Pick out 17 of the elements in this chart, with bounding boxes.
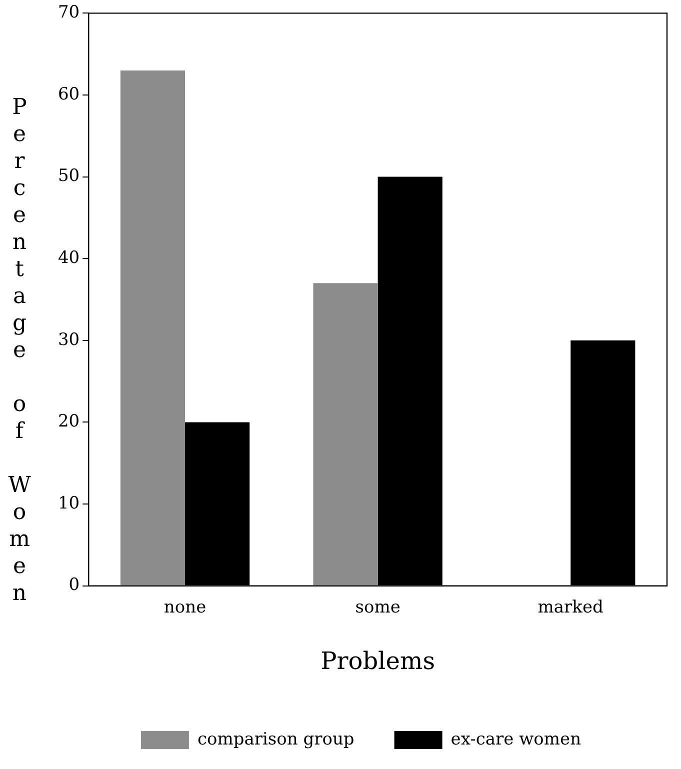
legend-label: ex-care women [450, 729, 582, 750]
y-tick-label: 40 [58, 248, 80, 268]
y-tick-label: 30 [58, 330, 80, 350]
y-tick-label: 70 [58, 2, 80, 23]
y-tick-label: 20 [58, 412, 80, 432]
x-tick-label: some [355, 597, 400, 618]
y-tick-label: 10 [58, 493, 80, 514]
y-tick-label: 0 [68, 575, 80, 596]
legend-label: comparison group [197, 729, 354, 750]
y-axis-title: Percentage of Women [7, 95, 32, 608]
y-tick-label: 60 [58, 84, 80, 104]
x-tick-label: none [164, 597, 206, 618]
bar [120, 70, 186, 586]
x-tick-label: marked [538, 597, 604, 618]
bar [313, 283, 378, 586]
x-axis-title: Problems [320, 646, 436, 675]
y-tick-label: 50 [58, 166, 80, 186]
